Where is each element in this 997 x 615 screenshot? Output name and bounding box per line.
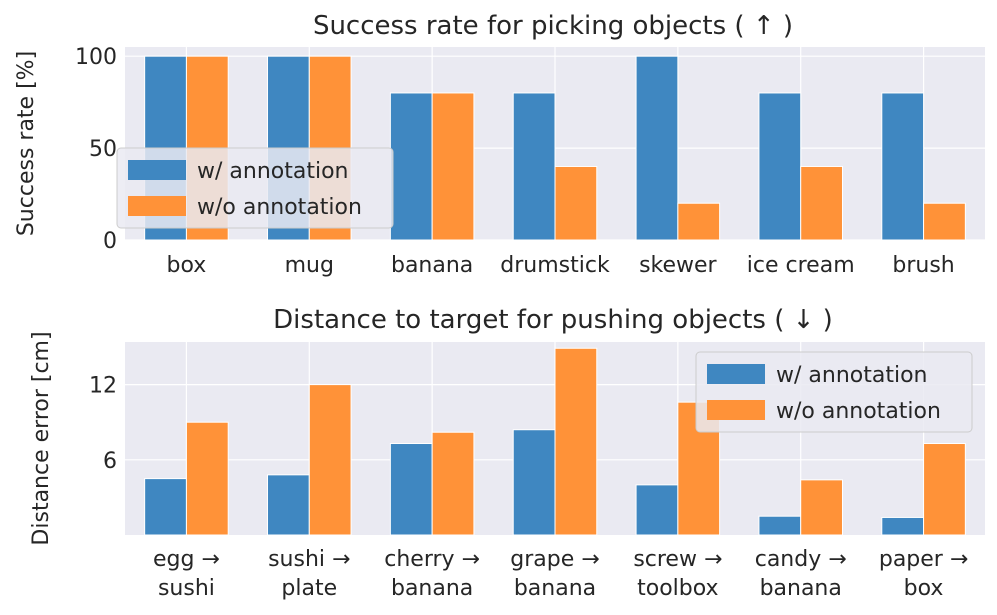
bar [758, 515, 802, 536]
bar [923, 202, 966, 241]
y-tick-label: 0 [103, 229, 117, 254]
y-tick-label: 50 [89, 137, 117, 162]
chart-panel-1: 0 50 100 box mug banana drumstick skewer ice cre… [14, 11, 985, 278]
x-tick-label: mug [285, 253, 334, 278]
bar [923, 443, 966, 536]
legend-label: w/o annotation [776, 399, 941, 424]
x-tick-label: ice cream [747, 253, 855, 278]
bar [308, 384, 352, 536]
x-tick-label: banana [391, 576, 473, 601]
chart-title: Distance to target for pushing objects (… [273, 305, 833, 335]
x-tick-label: banana [760, 576, 842, 601]
x-tick-label: sushi → [268, 547, 350, 572]
x-tick-label: cherry → [384, 547, 480, 572]
x-tick-label: plate [281, 576, 337, 601]
bar [758, 92, 802, 241]
bar [554, 165, 598, 241]
bar [554, 347, 598, 536]
x-tick-label: candy → [755, 547, 847, 572]
bar [512, 92, 556, 241]
y-axis-label: Distance error [cm] [29, 331, 54, 545]
x-tick-label: brush [892, 253, 954, 278]
bar [800, 165, 843, 241]
x-tick-label: box [167, 253, 207, 278]
bar [431, 92, 475, 241]
y-tick-label: 6 [103, 449, 117, 474]
chart-title: Success rate for picking objects ( ↑ ) [313, 11, 793, 41]
legend: w/ annotation w/o annotation [695, 351, 973, 433]
y-tick-label: 12 [89, 374, 117, 399]
legend-label: w/o annotation [197, 195, 362, 220]
legend-swatch [128, 160, 186, 180]
x-tick-label: banana [514, 576, 596, 601]
x-tick-label: toolbox [637, 576, 718, 601]
bar [267, 474, 310, 536]
legend-label: w/ annotation [197, 159, 348, 184]
bar [389, 92, 433, 241]
x-tick-label: egg → [153, 547, 220, 572]
x-tick-label: paper → [879, 547, 968, 572]
y-tick-label: 100 [75, 45, 117, 70]
bar [881, 516, 925, 536]
legend-swatch [128, 196, 186, 216]
legend-swatch [707, 364, 765, 384]
x-tick-label: grape → [510, 547, 599, 572]
bar [881, 92, 925, 241]
legend: w/ annotation w/o annotation [116, 147, 394, 229]
bar [635, 484, 679, 536]
x-tick-label: screw → [633, 547, 722, 572]
bar [677, 202, 721, 241]
bar [185, 421, 229, 536]
legend-label: w/ annotation [776, 363, 927, 388]
bar [635, 55, 679, 241]
x-tick-label: drumstick [500, 253, 610, 278]
bar [800, 479, 843, 536]
x-tick-label: skewer [639, 253, 717, 278]
bar [512, 429, 556, 536]
y-axis-label: Success rate [%] [14, 51, 39, 236]
legend-swatch [707, 400, 765, 420]
bar [389, 443, 433, 536]
x-tick-label: box [904, 576, 944, 601]
x-tick-label: banana [391, 253, 473, 278]
x-tick-label: sushi [158, 576, 215, 601]
chart-panel-2: 6 12 egg → sushi sushi → plate cherry → banana g… [29, 305, 985, 601]
bar [144, 478, 187, 536]
bar [431, 431, 475, 536]
